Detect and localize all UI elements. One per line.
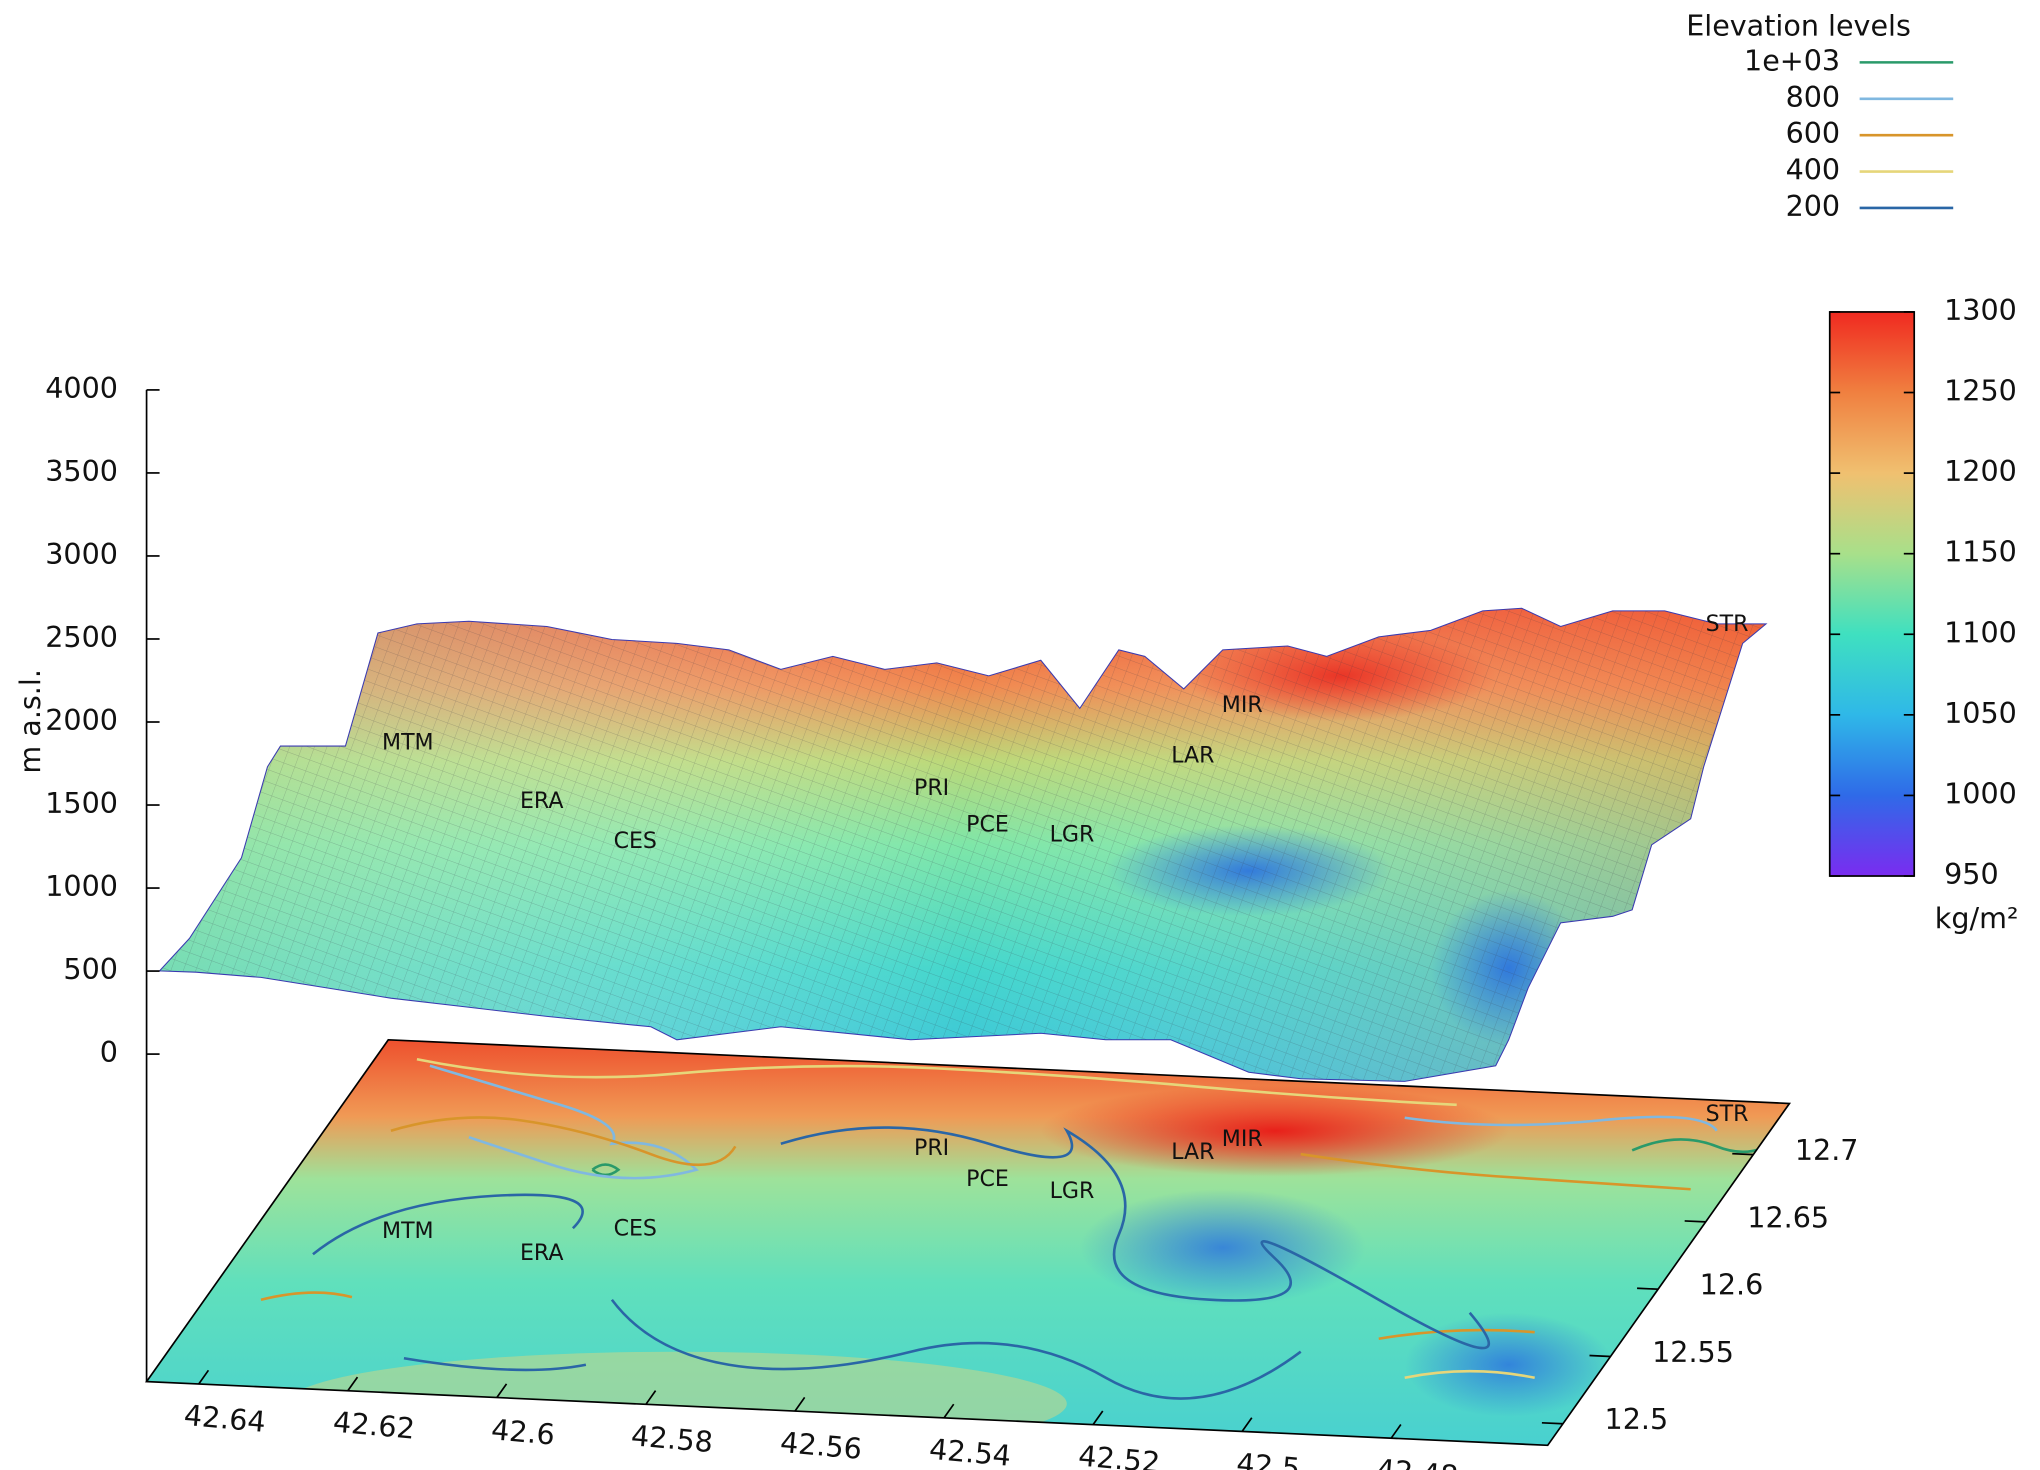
y-tick-label: 12.65: [1747, 1200, 1829, 1234]
z-tick-label: 1500: [45, 786, 118, 820]
station-label: LAR: [1171, 742, 1214, 768]
station-label: LAR: [1171, 1139, 1214, 1165]
station-label: MIR: [1222, 1126, 1263, 1152]
base-plane: [131, 1033, 1808, 1455]
x-tick-label: 42.62: [332, 1405, 416, 1446]
colorbar-tick-label: 1200: [1944, 454, 2017, 488]
y-tick-label: 12.7: [1795, 1133, 1859, 1167]
y-tick: [1542, 1423, 1563, 1424]
station-label: LGR: [1050, 1178, 1095, 1204]
z-tick-label: 4000: [45, 371, 118, 405]
x-tick-label: 42.48: [1375, 1452, 1459, 1470]
colorbar-tick-label: 1050: [1944, 696, 2017, 730]
z-tick-label: 2500: [45, 620, 118, 654]
y-tick-label: 12.5: [1605, 1402, 1669, 1436]
legend-label: 200: [1786, 189, 1841, 223]
station-label: ERA: [520, 788, 564, 814]
station-label: STR: [1706, 1101, 1749, 1127]
colorbar-label: kg/m²: [1935, 901, 2019, 935]
x-tick-label: 42.56: [779, 1425, 863, 1466]
station-label: ERA: [520, 1240, 564, 1266]
legend-label: 1e+03: [1744, 43, 1840, 77]
colorbar: [1830, 312, 1914, 876]
station-label: STR: [1706, 611, 1749, 637]
legend-label: 400: [1786, 153, 1841, 187]
x-tick-label: 42.5: [1235, 1446, 1301, 1470]
legend-label: 600: [1786, 116, 1841, 150]
station-label: PRI: [914, 1135, 949, 1161]
z-tick-label: 3500: [45, 454, 118, 488]
x-tick-label: 42.58: [630, 1418, 714, 1459]
station-label: PRI: [914, 775, 949, 801]
station-label: MTM: [382, 729, 434, 755]
colorbar-tick-label: 1100: [1944, 615, 2017, 649]
z-tick-label: 3000: [45, 537, 118, 571]
x-tick-label: 42.6: [490, 1412, 556, 1451]
surface: [144, 598, 1782, 1092]
y-tick: [1589, 1356, 1610, 1357]
z-tick-label: 1000: [45, 869, 118, 903]
station-label: MTM: [382, 1218, 434, 1244]
z-tick-label: 0: [100, 1035, 118, 1069]
station-label: PCE: [966, 811, 1009, 837]
station-label: MIR: [1222, 692, 1263, 718]
colorbar-tick-label: 1250: [1944, 374, 2017, 408]
y-tick-label: 12.6: [1700, 1268, 1764, 1302]
colorbar-tick-label: 950: [1944, 857, 1999, 891]
colorbar-tick-label: 1000: [1944, 776, 2017, 810]
legend-label: 800: [1786, 80, 1841, 114]
legend-title: Elevation levels: [1686, 8, 1911, 42]
z-tick-label: 500: [63, 952, 118, 986]
x-tick-label: 42.64: [183, 1398, 267, 1439]
x-tick-label: 42.52: [1077, 1439, 1161, 1470]
station-label: CES: [614, 828, 657, 854]
x-tick-label: 42.54: [928, 1432, 1012, 1470]
z-tick-label: 2000: [45, 703, 118, 737]
y-tick-label: 12.55: [1652, 1335, 1734, 1369]
station-label: CES: [614, 1216, 657, 1242]
y-tick: [1637, 1288, 1658, 1289]
chart: m a.s.l. kg/m² Elevation levels 0 500 1000…: [0, 0, 2040, 1470]
station-label: LGR: [1050, 822, 1095, 848]
colorbar-tick-label: 1300: [1944, 293, 2017, 327]
colorbar-tick-label: 1150: [1944, 535, 2017, 569]
y-tick: [1732, 1154, 1753, 1155]
z-axis-label: m a.s.l.: [13, 669, 47, 774]
station-label: PCE: [966, 1166, 1009, 1192]
y-tick: [1685, 1221, 1706, 1222]
